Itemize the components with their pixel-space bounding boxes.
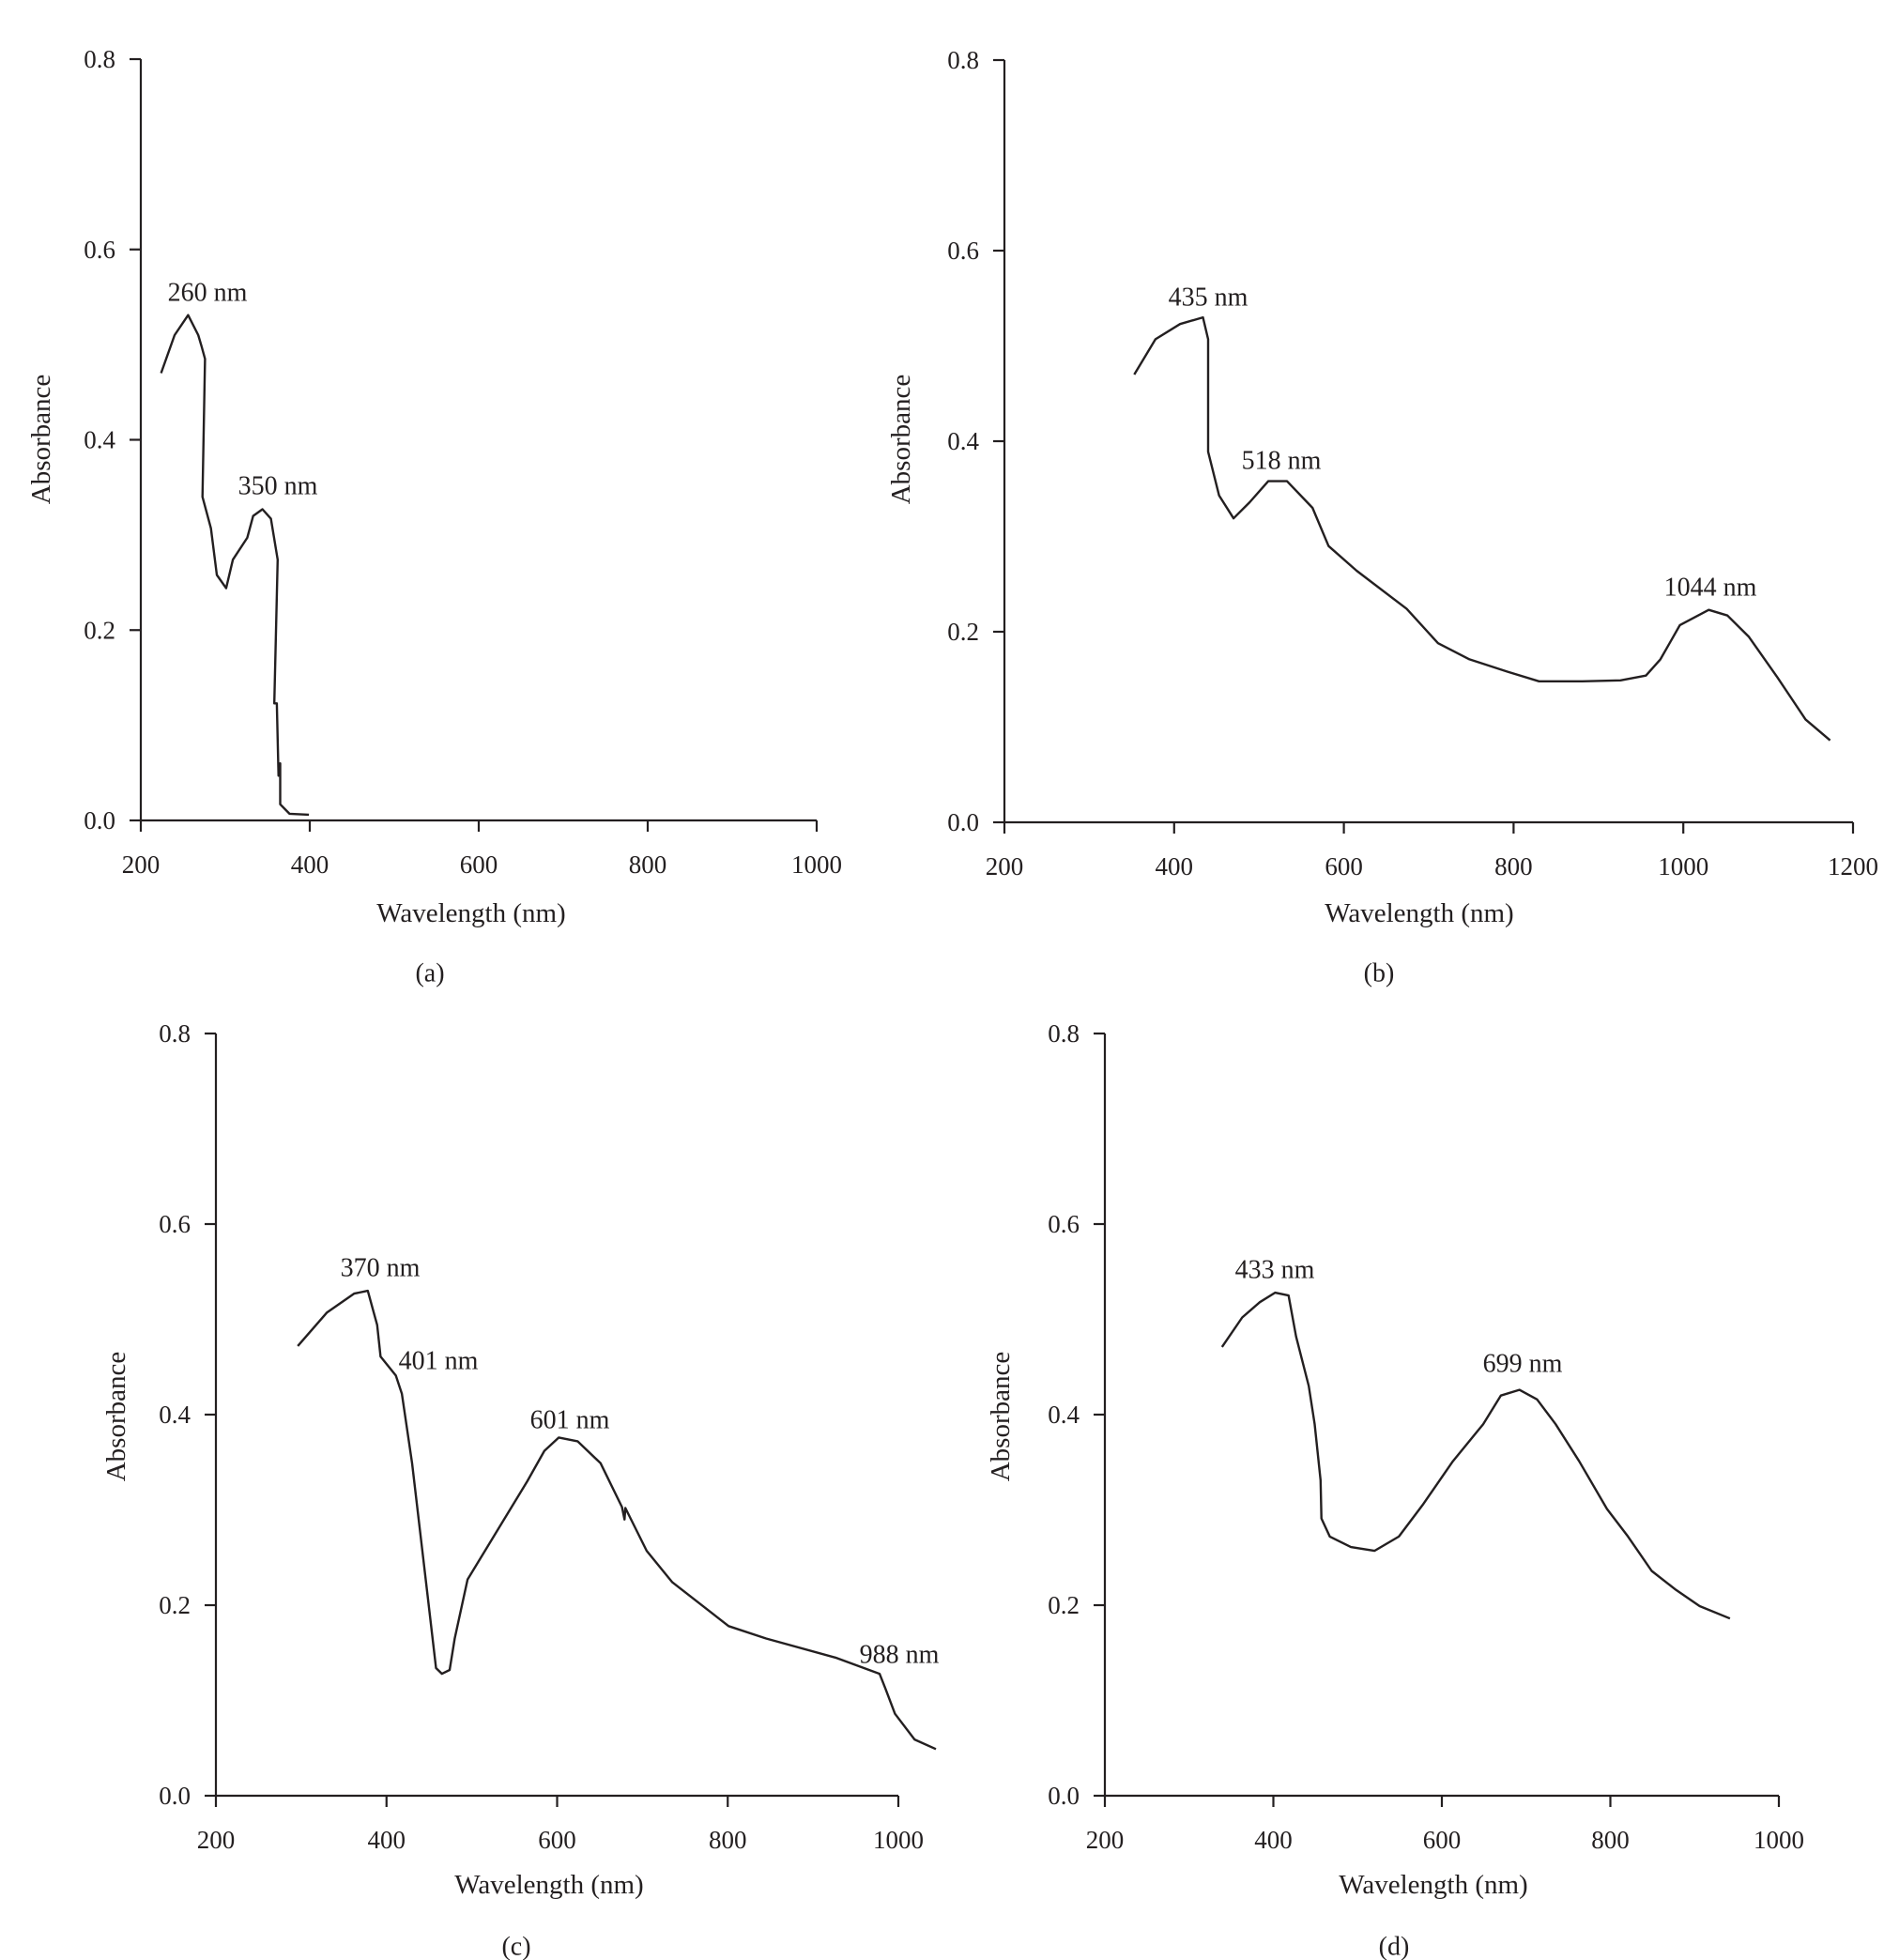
y-tick-label: 0.2 [1048, 1591, 1080, 1619]
x-tick-label: 400 [1156, 852, 1194, 880]
absorbance-curve [1133, 315, 1831, 742]
peak-annotation: 518 nm [1242, 447, 1322, 476]
y-tick-label: 0.0 [84, 806, 115, 835]
peak-annotation: 1044 nm [1664, 574, 1757, 603]
x-tick-label: 200 [986, 852, 1024, 880]
peak-annotation: 435 nm [1169, 283, 1248, 313]
x-axis-title: Wavelength (nm) [1325, 898, 1513, 928]
y-axis-title: Absorbance [986, 1352, 1016, 1482]
x-tick-label: 400 [1254, 1826, 1293, 1854]
x-tick-label: 1200 [1828, 852, 1878, 880]
peak-annotation: 401 nm [399, 1347, 479, 1376]
peak-annotation: 988 nm [860, 1641, 940, 1670]
x-tick-label: 600 [460, 850, 498, 879]
panel-b: 0.0 0.2 0.4 0.6 0.8 200 400 600 800 1000 1200 435 n… [886, 46, 1878, 988]
panel-caption: (b) [1364, 959, 1395, 988]
peak-annotation: 433 nm [1235, 1256, 1315, 1285]
x-axis-title: Wavelength (nm) [1339, 1870, 1527, 1900]
y-tick-label: 0.4 [947, 427, 979, 455]
peak-annotation: 260 nm [168, 279, 248, 308]
y-tick-label: 0.6 [947, 237, 979, 265]
y-axis-title: Absorbance [886, 375, 916, 505]
y-tick-label: 0.6 [1048, 1210, 1080, 1238]
y-tick-label: 0.4 [159, 1401, 191, 1429]
y-tick-label: 0.4 [1048, 1401, 1080, 1429]
y-tick-label: 0.2 [947, 618, 979, 646]
panel-caption: (c) [501, 1933, 530, 1960]
y-axis-title: Absorbance [101, 1352, 131, 1482]
x-tick-label: 800 [709, 1826, 747, 1854]
panel-a: 0.0 0.2 0.4 0.6 0.8 200 400 600 800 1000 260 nm 350… [26, 45, 842, 988]
absorbance-curve [1220, 1291, 1731, 1620]
absorbance-curve [160, 314, 310, 817]
y-tick-label: 0.2 [159, 1591, 191, 1619]
x-tick-label: 1000 [791, 850, 842, 879]
panel-caption: (d) [1379, 1933, 1410, 1960]
y-tick-label: 0.6 [159, 1210, 191, 1238]
absorbance-curve [297, 1289, 937, 1751]
panel-c: 0.0 0.2 0.4 0.6 0.8 200 400 600 800 1000 370 nm 401… [101, 1019, 940, 1960]
x-tick-label: 200 [197, 1826, 236, 1854]
y-tick-label: 0.6 [84, 236, 115, 264]
peak-annotation: 601 nm [530, 1406, 610, 1435]
panel-caption: (a) [415, 959, 444, 988]
y-axis-title: Absorbance [26, 375, 56, 505]
y-tick-label: 0.0 [947, 808, 979, 836]
x-tick-label: 1000 [873, 1826, 924, 1854]
x-tick-label: 800 [629, 850, 667, 879]
x-tick-label: 600 [1423, 1826, 1462, 1854]
y-tick-label: 0.8 [84, 45, 115, 73]
peak-annotation: 350 nm [238, 472, 318, 501]
peak-annotation: 699 nm [1483, 1350, 1563, 1379]
x-tick-label: 400 [291, 850, 329, 879]
x-tick-label: 200 [122, 850, 161, 879]
y-tick-label: 0.8 [947, 46, 979, 74]
y-tick-label: 0.0 [1048, 1782, 1080, 1810]
x-tick-label: 600 [538, 1826, 576, 1854]
peak-annotation: 370 nm [341, 1254, 421, 1283]
x-tick-label: 200 [1086, 1826, 1125, 1854]
x-tick-label: 1000 [1754, 1826, 1804, 1854]
x-tick-label: 1000 [1658, 852, 1708, 880]
y-tick-label: 0.2 [84, 616, 115, 644]
x-axis-title: Wavelength (nm) [376, 898, 565, 928]
y-tick-label: 0.8 [1048, 1019, 1080, 1048]
y-tick-label: 0.0 [159, 1782, 191, 1810]
y-tick-label: 0.4 [84, 426, 115, 454]
panel-d: 0.0 0.2 0.4 0.6 0.8 200 400 600 800 1000 433 nm 699… [986, 1019, 1804, 1960]
x-tick-label: 400 [368, 1826, 406, 1854]
x-tick-label: 600 [1325, 852, 1363, 880]
x-tick-label: 800 [1494, 852, 1533, 880]
x-tick-label: 800 [1591, 1826, 1630, 1854]
x-axis-title: Wavelength (nm) [454, 1870, 643, 1900]
y-tick-label: 0.8 [159, 1019, 191, 1048]
